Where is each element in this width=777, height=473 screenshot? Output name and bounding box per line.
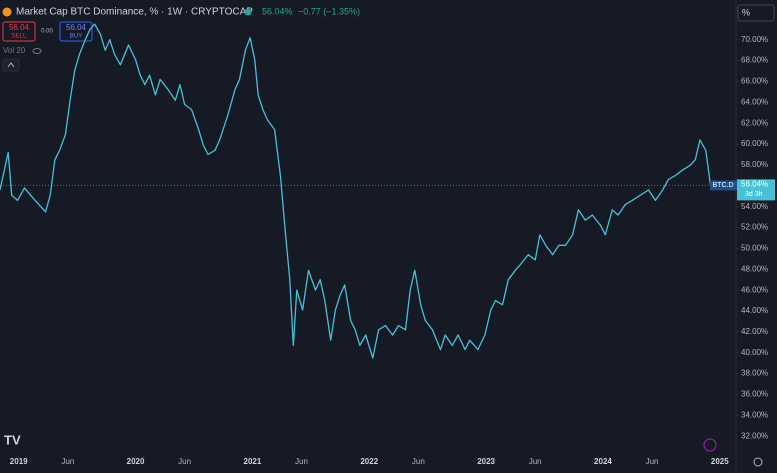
x-tick-label: Jun — [529, 457, 542, 466]
price-box — [737, 179, 775, 201]
settings-icon[interactable] — [753, 457, 763, 467]
buy-button[interactable] — [59, 21, 93, 42]
y-tick-label: 54.00% — [741, 202, 768, 211]
y-tick-label: 44.00% — [741, 306, 768, 315]
line — [0, 23, 712, 359]
y-tick-label: 32.00% — [741, 431, 768, 440]
y-tick-label: 40.00% — [741, 348, 768, 357]
x-tick-label: 2022 — [360, 457, 378, 466]
eye-icon[interactable] — [32, 48, 42, 54]
btc-icon — [2, 7, 12, 17]
x-tick-label: 2023 — [477, 457, 495, 466]
y-tick-label: 58.00% — [741, 160, 768, 169]
y-tick-label: 38.00% — [741, 369, 768, 378]
market-dot — [244, 8, 252, 16]
sell-price: 56.04 — [9, 23, 30, 32]
x-tick-label: 2020 — [127, 457, 145, 466]
last-value: 56.04% — [741, 180, 768, 189]
y-tick-label: 50.00% — [741, 244, 768, 253]
sell-button[interactable] — [2, 21, 36, 42]
countdown: 3d 3h — [745, 191, 763, 198]
x-tick-label: 2021 — [244, 457, 262, 466]
x-tick-label: Jun — [295, 457, 308, 466]
scale-mode: % — [742, 7, 750, 17]
sell-label: SELL — [12, 34, 27, 40]
y-tick-label: 66.00% — [741, 77, 768, 86]
collapse-button[interactable] — [2, 58, 20, 72]
x-tick-label: Jun — [61, 457, 74, 466]
symbol-label: BTC.D — [713, 182, 734, 189]
x-tick-label: 2019 — [10, 457, 28, 466]
x-tick-label: 2024 — [594, 457, 612, 466]
chevron-icon — [7, 62, 15, 68]
y-tick-label: 34.00% — [741, 410, 768, 419]
symbol-box — [710, 180, 737, 191]
volume: Vol 20 — [3, 46, 26, 55]
x-tick-label: Jun — [412, 457, 425, 466]
change: −0.77 (−1.35%) — [298, 6, 360, 16]
y-tick-label: 60.00% — [741, 139, 768, 148]
y-tick-label: 68.00% — [741, 56, 768, 65]
chart-title: Market Cap BTC Dominance, % · 1W · CRYPT… — [16, 7, 253, 18]
y-tick-label: 70.00% — [741, 35, 768, 44]
scale-button[interactable] — [737, 4, 775, 22]
y-tick-label: 46.00% — [741, 285, 768, 294]
price: 56.04% — [262, 6, 293, 16]
y-tick-label: 64.00% — [741, 97, 768, 106]
y-tick-label: 48.00% — [741, 264, 768, 273]
buy-label: BUY — [70, 34, 82, 40]
lightning-icon[interactable] — [703, 438, 717, 452]
y-tick-label: 52.00% — [741, 223, 768, 232]
spread: 0.00 — [41, 29, 53, 35]
y-tick-label: 62.00% — [741, 118, 768, 127]
buy-price: 56.04 — [66, 23, 87, 32]
y-tick-label: 42.00% — [741, 327, 768, 336]
tv-logo: TV — [4, 432, 21, 447]
x-tick-label: Jun — [646, 457, 659, 466]
y-tick-label: 36.00% — [741, 390, 768, 399]
x-tick-label: Jun — [178, 457, 191, 466]
x-tick-label: 2025 — [711, 457, 729, 466]
